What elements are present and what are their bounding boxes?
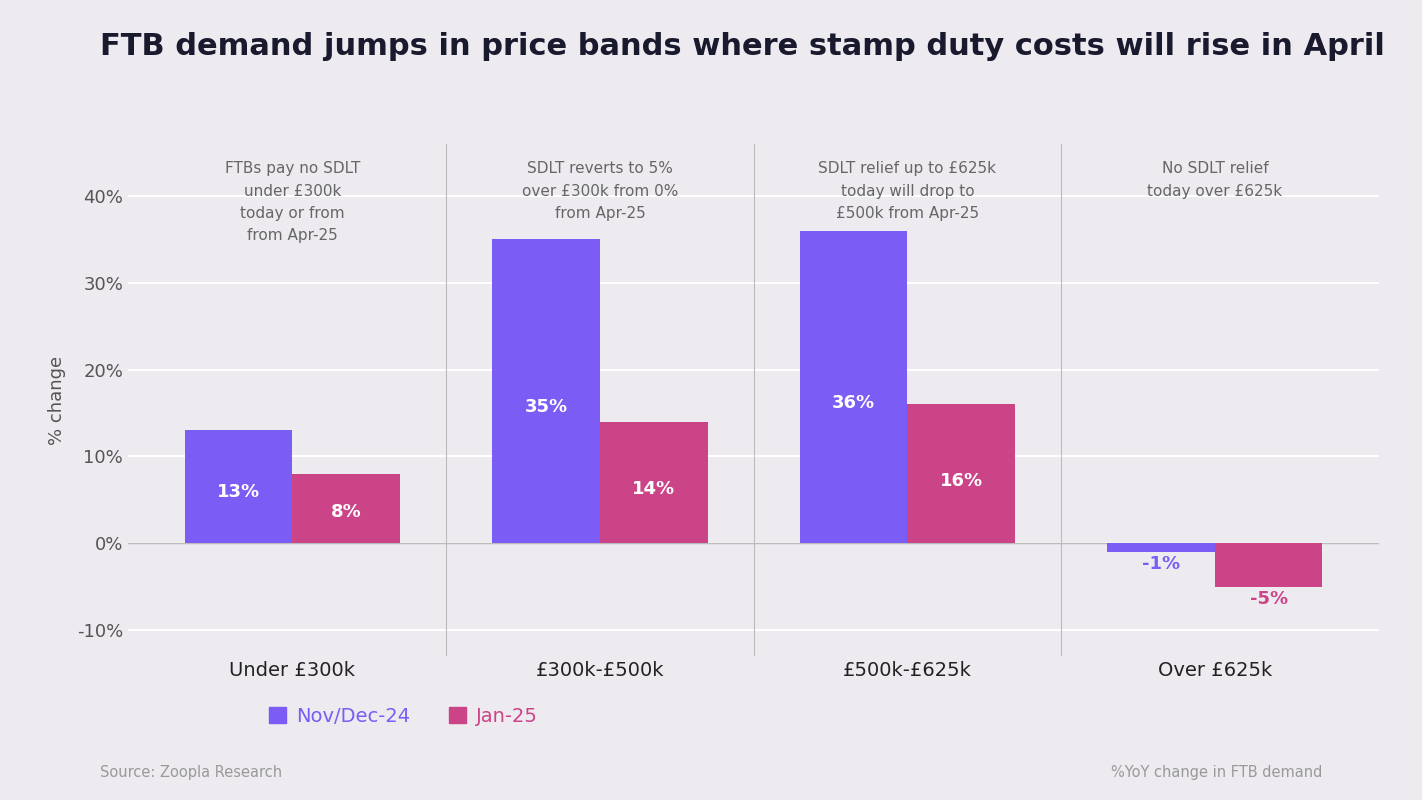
- Bar: [293, 474, 400, 543]
- Text: -5%: -5%: [1250, 590, 1288, 608]
- Text: SDLT reverts to 5%
over £300k from 0%
from Apr-25: SDLT reverts to 5% over £300k from 0% fr…: [522, 162, 678, 221]
- Text: 36%: 36%: [832, 394, 875, 412]
- Y-axis label: % change: % change: [48, 355, 65, 445]
- Bar: [1214, 543, 1322, 586]
- Text: 13%: 13%: [218, 483, 260, 502]
- Bar: [907, 404, 1015, 543]
- Bar: [1108, 543, 1214, 552]
- Text: %YoY change in FTB demand: %YoY change in FTB demand: [1111, 765, 1322, 780]
- Bar: [600, 422, 708, 543]
- Text: 8%: 8%: [331, 503, 361, 521]
- Bar: [185, 430, 293, 543]
- Text: Source: Zoopla Research: Source: Zoopla Research: [100, 765, 282, 780]
- Text: No SDLT relief
today over £625k: No SDLT relief today over £625k: [1148, 162, 1283, 198]
- Text: -1%: -1%: [1142, 555, 1180, 574]
- Text: 16%: 16%: [940, 472, 983, 490]
- Text: 35%: 35%: [525, 398, 567, 415]
- Text: FTB demand jumps in price bands where stamp duty costs will rise in April: FTB demand jumps in price bands where st…: [100, 32, 1385, 61]
- Bar: [799, 230, 907, 543]
- Text: SDLT relief up to £625k
today will drop to
£500k from Apr-25: SDLT relief up to £625k today will drop …: [819, 162, 997, 221]
- Text: FTBs pay no SDLT
under £300k
today or from
from Apr-25: FTBs pay no SDLT under £300k today or fr…: [225, 162, 360, 243]
- Text: 14%: 14%: [633, 479, 675, 498]
- Bar: [492, 239, 600, 543]
- Legend: Nov/Dec-24, Jan-25: Nov/Dec-24, Jan-25: [260, 698, 546, 734]
